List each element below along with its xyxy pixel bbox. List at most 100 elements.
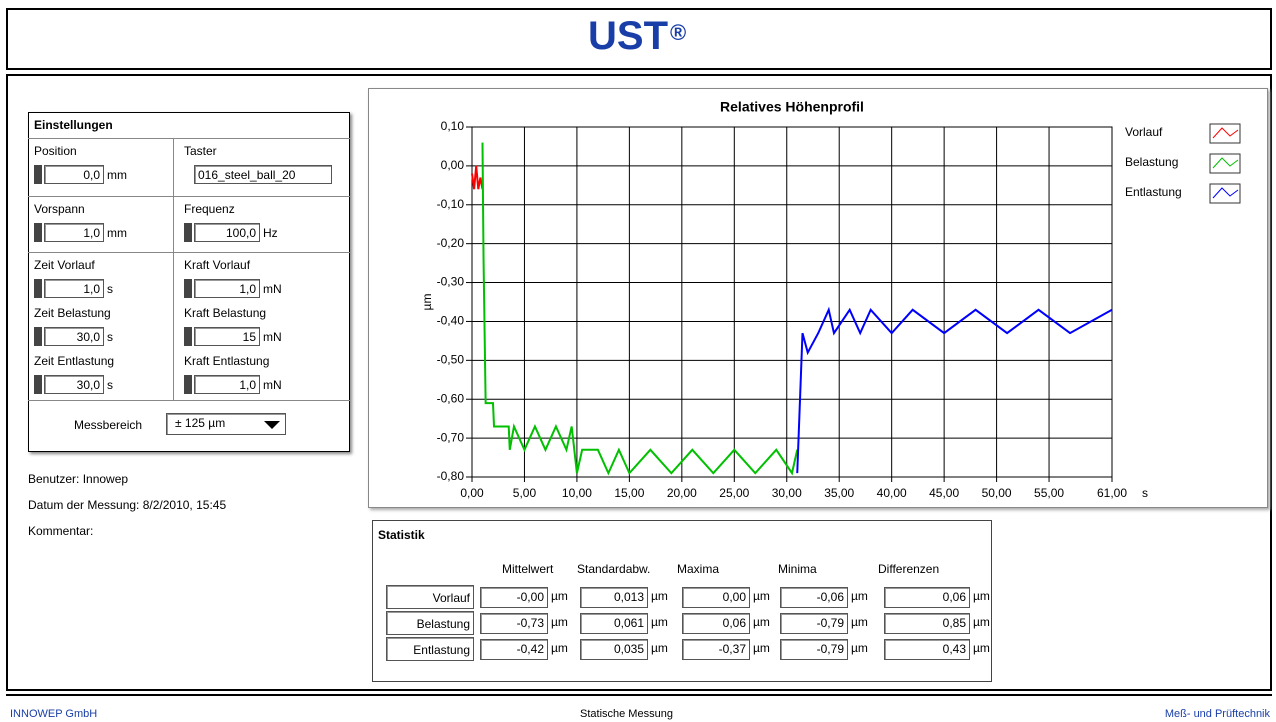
legend-label: Entlastung [1125,185,1182,199]
data-line [481,142,799,476]
spinner [184,223,192,242]
stat-value: -0,42 [480,639,548,660]
x-tick-label: 10,00 [562,486,592,500]
spinner [184,327,192,346]
x-tick-label: 50,00 [982,486,1012,500]
chart-panel [368,88,1268,508]
number-input: 1,0 [194,279,260,298]
stat-panel [372,520,992,682]
field-label: Vorspann [34,202,85,216]
unit: mm [107,226,127,240]
stat-value: -0,73 [480,613,548,634]
column-header: Minima [778,562,817,576]
stat-value: -0,79 [780,639,848,660]
unit: mN [263,330,282,344]
legend-label: Vorlauf [1125,125,1163,139]
stat-value: -0,00 [480,587,548,608]
settings-title: Einstellungen [34,118,113,132]
text-input: 016_steel_ball_20 [194,165,332,184]
range-label: Messbereich [74,418,143,432]
unit: µm [651,615,668,629]
unit: µm [851,641,868,655]
x-tick-label: 20,00 [667,486,697,500]
data-line [796,306,1113,474]
x-tick-label: 15,00 [614,486,644,500]
row-name: Vorlauf [386,585,474,609]
unit: µm [753,615,770,629]
stat-value: 0,43 [884,639,970,660]
y-tick-label: 0,00 [441,158,465,172]
footer-left: INNOWEP GmbH [10,708,98,720]
dropdown-arrow [264,421,280,429]
x-tick-label: 55,00 [1034,486,1064,500]
column-header: Mittelwert [502,562,554,576]
number-input: 1,0 [44,279,104,298]
x-tick-label: 5,00 [513,486,537,500]
column-header: Maxima [677,562,720,576]
legend-swatch [1209,123,1241,144]
spinner [34,223,42,242]
x-tick-label: 30,00 [772,486,802,500]
unit: µm [651,641,668,655]
unit: µm [973,589,990,603]
x-tick-label: 35,00 [824,486,854,500]
number-input: 100,0 [194,223,260,242]
x-tick-label: 45,00 [929,486,959,500]
info-text: Benutzer: Innowep [28,472,129,486]
field-label: Kraft Entlastung [184,354,270,368]
unit: µm [551,641,568,655]
stat-value: 0,035 [580,639,648,660]
column-header: Standardabw. [577,562,651,576]
unit: mm [107,168,127,182]
spinner [34,327,42,346]
unit: µm [851,589,868,603]
unit: µm [973,641,990,655]
number-input: 15 [194,327,260,346]
stat-value: -0,79 [780,613,848,634]
spinner [184,279,192,298]
x-tick-label: 40,00 [877,486,907,500]
legend-line [1212,187,1239,199]
y-tick-label: 0,10 [441,119,465,133]
stat-value: 0,00 [682,587,750,608]
number-input: 30,0 [44,375,104,394]
y-axis-label: µm [420,294,434,311]
y-tick-label: -0,60 [437,391,465,405]
info-text: Datum der Messung: 8/2/2010, 15:45 [28,498,227,512]
unit: µm [753,641,770,655]
number-input: 1,0 [194,375,260,394]
x-tick-label: 25,00 [719,486,749,500]
column-header: Differenzen [878,562,940,576]
field-label: Kraft Belastung [184,306,267,320]
stat-value: 0,061 [580,613,648,634]
footer-right: Meß- und Prüftechnik [1164,708,1270,720]
data-line [471,165,484,190]
y-tick-label: -0,50 [437,353,465,367]
header-title: UST [588,14,668,58]
spinner [184,375,192,394]
divider [173,138,174,400]
unit: s [107,330,113,344]
unit: mN [263,378,282,392]
y-tick-label: -0,80 [437,469,465,483]
header [6,8,1272,70]
dropdown[interactable]: ± 125 µm [166,413,286,435]
stat-title: Statistik [378,528,425,542]
stat-value: 0,06 [884,587,970,608]
field-label: Zeit Belastung [34,306,111,320]
legend-swatch [1209,183,1241,204]
legend-line [1212,157,1239,169]
legend-label: Belastung [1125,155,1178,169]
number-input: 30,0 [44,327,104,346]
stat-value: -0,06 [780,587,848,608]
footer-rule [6,694,1272,696]
unit: µm [753,589,770,603]
number-input: 1,0 [44,223,104,242]
divider [28,400,350,401]
legend-swatch [1209,153,1241,174]
stat-value: -0,37 [682,639,750,660]
field-label: Zeit Entlastung [34,354,115,368]
divider [28,138,350,139]
row-name: Belastung [386,611,474,635]
unit: s [107,378,113,392]
